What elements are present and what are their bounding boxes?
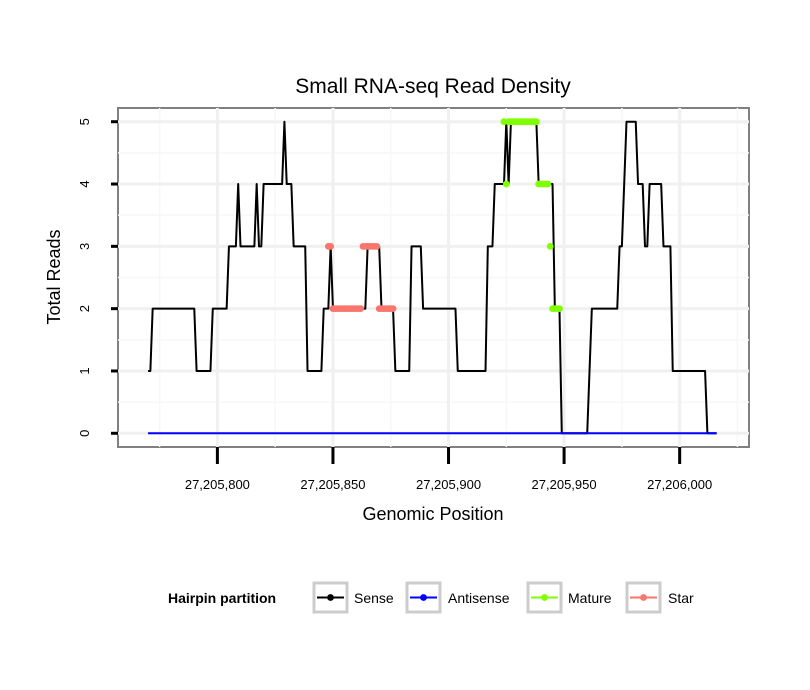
legend-label-mature: Mature bbox=[568, 590, 612, 606]
x-tick-label: 27,205,950 bbox=[532, 477, 597, 492]
legend-point-star bbox=[640, 594, 647, 601]
legend-title: Hairpin partition bbox=[168, 590, 276, 606]
legend-label-star: Star bbox=[668, 590, 694, 606]
legend: Hairpin partition Sense Antisense Mature St… bbox=[168, 581, 694, 614]
mature-point bbox=[502, 180, 510, 188]
y-axis-title: Total Reads bbox=[44, 229, 64, 324]
y-tick-label: 3 bbox=[77, 243, 92, 250]
series-layer bbox=[148, 118, 717, 435]
star-point bbox=[357, 305, 365, 313]
mature-point bbox=[556, 305, 563, 313]
x-tick-label: 27,206,000 bbox=[647, 477, 712, 492]
star-point bbox=[327, 242, 335, 250]
legend-label-antisense: Antisense bbox=[448, 590, 510, 606]
star-point bbox=[373, 242, 381, 250]
legend-point-mature bbox=[541, 594, 548, 601]
y-tick-label: 0 bbox=[77, 430, 92, 437]
legend-point-antisense bbox=[420, 594, 427, 601]
mature-point bbox=[546, 242, 554, 250]
x-tick-label: 27,205,800 bbox=[185, 477, 250, 492]
x-tick-label: 27,205,850 bbox=[300, 477, 365, 492]
mature-point bbox=[532, 118, 540, 126]
legend-label-sense: Sense bbox=[354, 590, 394, 606]
y-tick-label: 5 bbox=[77, 118, 92, 125]
star-point bbox=[389, 305, 397, 313]
x-axis-title: Genomic Position bbox=[362, 504, 503, 524]
x-tick-label: 27,205,900 bbox=[416, 477, 481, 492]
axes: 0 1 2 3 4 5 27,205,800 27,205,850 27,205,900 27,2… bbox=[77, 118, 712, 492]
y-tick-label: 2 bbox=[77, 305, 92, 312]
y-tick-label: 1 bbox=[77, 367, 92, 374]
y-tick-label: 4 bbox=[77, 180, 92, 187]
sense-line bbox=[148, 120, 717, 435]
mature-point bbox=[544, 180, 552, 188]
legend-point-sense bbox=[327, 594, 334, 601]
chart-title: Small RNA-seq Read Density bbox=[295, 75, 571, 98]
